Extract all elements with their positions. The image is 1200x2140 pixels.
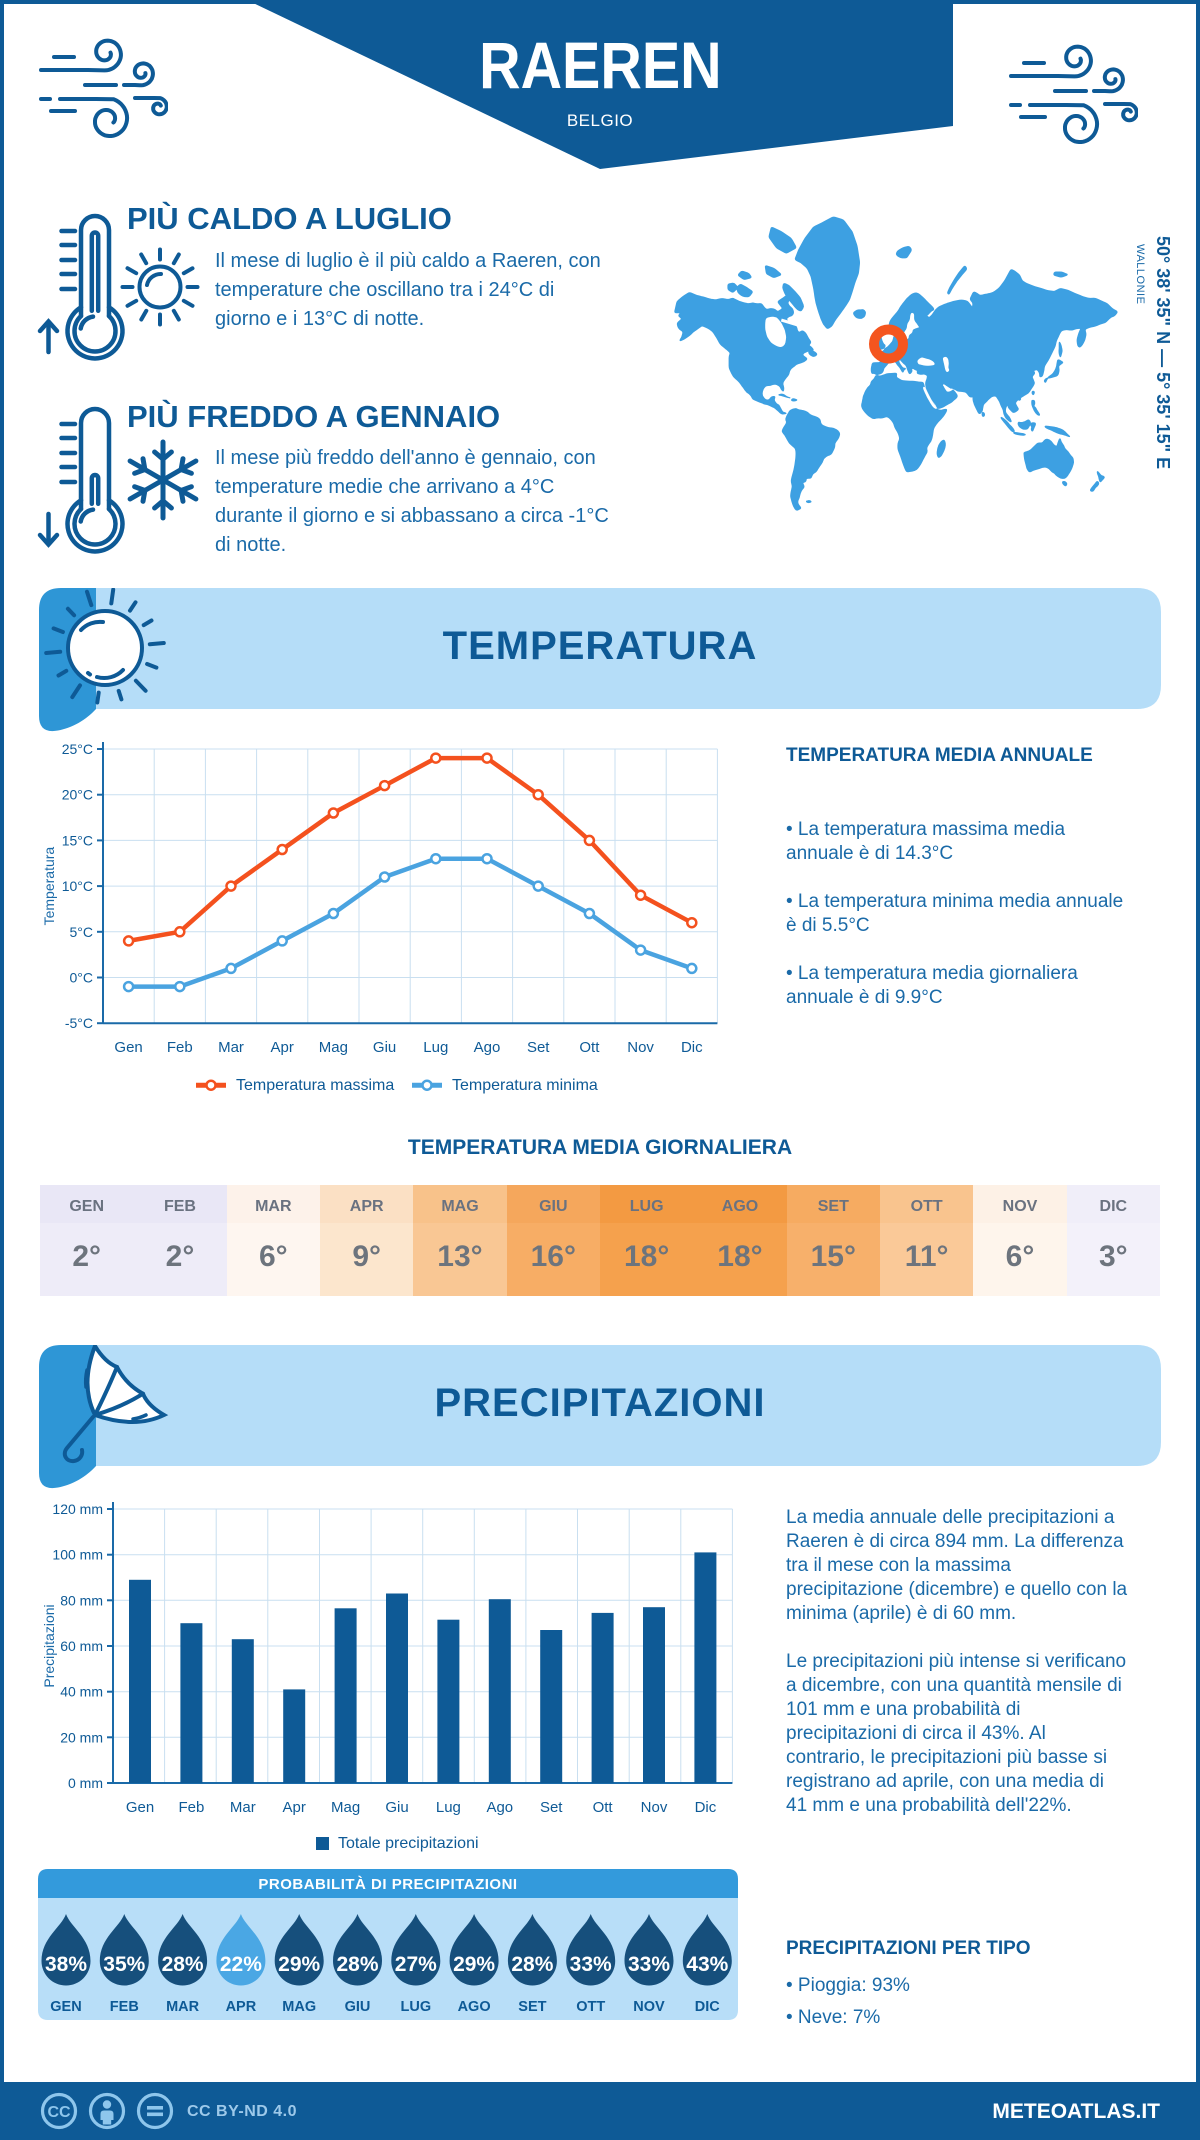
svg-text:Giu: Giu [373,1039,396,1056]
svg-text:29%: 29% [278,1953,320,1976]
svg-text:0°C: 0°C [70,970,94,986]
svg-text:Set: Set [527,1039,550,1056]
svg-text:OTT: OTT [576,1999,605,2015]
svg-text:CC: CC [47,2104,71,2121]
svg-text:5°C: 5°C [70,924,94,940]
svg-text:Dic: Dic [681,1039,703,1056]
svg-text:33%: 33% [628,1953,670,1976]
svg-text:Nov: Nov [627,1039,654,1056]
svg-text:FEB: FEB [110,1999,139,2015]
svg-text:100 mm: 100 mm [52,1547,103,1563]
svg-text:Lug: Lug [436,1799,461,1816]
svg-text:10°C: 10°C [62,878,93,894]
svg-text:Lug: Lug [423,1039,448,1056]
svg-text:Temperatura massima: Temperatura massima [236,1077,394,1094]
svg-text:Feb: Feb [167,1039,193,1056]
svg-text:33%: 33% [570,1953,612,1976]
svg-text:DIC: DIC [695,1999,721,2015]
svg-text:40 mm: 40 mm [60,1684,103,1700]
svg-text:60 mm: 60 mm [60,1638,103,1654]
svg-text:APR: APR [226,1999,257,2015]
svg-text:38%: 38% [45,1953,87,1976]
svg-text:Dic: Dic [695,1799,717,1816]
svg-text:MAG: MAG [282,1999,316,2015]
svg-text:20 mm: 20 mm [60,1729,103,1745]
svg-text:-5°C: -5°C [65,1015,93,1031]
svg-text:Mar: Mar [218,1039,244,1056]
svg-text:Apr: Apr [271,1039,294,1056]
svg-text:Temperatura: Temperatura [41,847,57,926]
svg-text:SET: SET [518,1999,546,2015]
svg-text:27%: 27% [395,1953,437,1976]
svg-text:120 mm: 120 mm [52,1501,103,1517]
svg-text:20°C: 20°C [62,787,93,803]
svg-text:Temperatura minima: Temperatura minima [452,1077,598,1094]
svg-text:Gen: Gen [114,1039,142,1056]
svg-text:43%: 43% [686,1953,728,1976]
svg-text:GEN: GEN [50,1999,81,2015]
svg-text:Ago: Ago [474,1039,501,1056]
svg-text:LUG: LUG [400,1999,431,2015]
svg-text:0 mm: 0 mm [68,1775,103,1791]
svg-text:Ott: Ott [579,1039,600,1056]
svg-text:29%: 29% [453,1953,495,1976]
svg-text:Mag: Mag [319,1039,348,1056]
svg-text:28%: 28% [336,1953,378,1976]
svg-text:15°C: 15°C [62,832,93,848]
svg-text:25°C: 25°C [62,741,93,757]
svg-text:Feb: Feb [178,1799,204,1816]
svg-text:Set: Set [540,1799,563,1816]
svg-text:28%: 28% [511,1953,553,1976]
svg-text:Apr: Apr [283,1799,306,1816]
svg-text:Ago: Ago [486,1799,513,1816]
svg-text:AGO: AGO [458,1999,491,2015]
svg-text:Gen: Gen [126,1799,154,1816]
svg-text:22%: 22% [220,1953,262,1976]
svg-text:Totale precipitazioni: Totale precipitazioni [338,1835,479,1852]
svg-text:80 mm: 80 mm [60,1592,103,1608]
svg-text:NOV: NOV [633,1999,665,2015]
svg-text:MAR: MAR [166,1999,200,2015]
svg-text:Precipitazioni: Precipitazioni [41,1604,57,1687]
svg-text:Nov: Nov [641,1799,668,1816]
svg-text:35%: 35% [103,1953,145,1976]
svg-text:Mar: Mar [230,1799,256,1816]
svg-text:Mag: Mag [331,1799,360,1816]
svg-text:GIU: GIU [345,1999,371,2015]
svg-text:28%: 28% [162,1953,204,1976]
svg-text:Giu: Giu [385,1799,408,1816]
svg-text:Ott: Ott [593,1799,614,1816]
